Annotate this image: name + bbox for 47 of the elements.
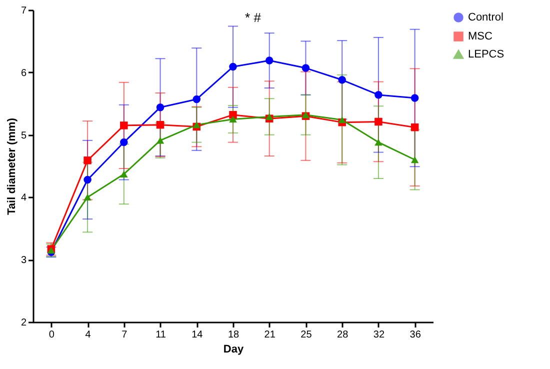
x-tick-label: 18 <box>228 330 240 340</box>
x-axis-title: Day <box>223 344 244 356</box>
point <box>192 121 201 128</box>
point <box>410 156 419 164</box>
point <box>192 95 201 104</box>
x-tick-label: 4 <box>85 330 92 340</box>
legend-label: MSC <box>468 30 492 42</box>
y-tick-label: 7 <box>20 6 27 16</box>
point <box>84 194 92 201</box>
point <box>338 116 346 124</box>
x-tick-label: 25 <box>300 330 312 340</box>
point <box>374 118 382 126</box>
x-tick-label: 0 <box>48 330 55 340</box>
x-tick-label: 7 <box>122 330 128 340</box>
point <box>156 120 164 129</box>
point <box>229 110 237 119</box>
x-tick-label: 36 <box>410 330 422 340</box>
point <box>156 137 164 144</box>
y-tick-label: 4 <box>20 192 27 204</box>
point <box>120 138 128 146</box>
point <box>410 94 419 102</box>
point <box>374 138 382 146</box>
y-tick-label: 6 <box>20 68 27 79</box>
legend-label: LEPCS <box>468 48 504 60</box>
point <box>120 122 128 130</box>
x-tick-label: 21 <box>264 330 276 340</box>
y-axis-title: Tail diameter (mm) <box>6 118 18 215</box>
point <box>120 170 128 178</box>
point <box>229 116 237 123</box>
y-tick-label: 2 <box>20 318 27 328</box>
x-tick-label: 28 <box>337 330 349 340</box>
legend-label: Control <box>468 12 504 24</box>
annotation: * # <box>245 10 262 25</box>
y-tick-label: 5 <box>20 130 27 142</box>
point <box>338 76 346 84</box>
point <box>156 103 164 112</box>
x-tick-label: 11 <box>156 330 166 340</box>
point <box>374 91 382 99</box>
point <box>302 64 310 72</box>
y-tick-label: 3 <box>20 255 27 266</box>
x-tick-label: 14 <box>192 330 204 340</box>
point <box>84 176 92 184</box>
point <box>265 56 274 64</box>
x-tick-label: 32 <box>373 330 385 340</box>
point <box>84 156 92 164</box>
point <box>410 123 419 132</box>
point <box>229 62 237 71</box>
